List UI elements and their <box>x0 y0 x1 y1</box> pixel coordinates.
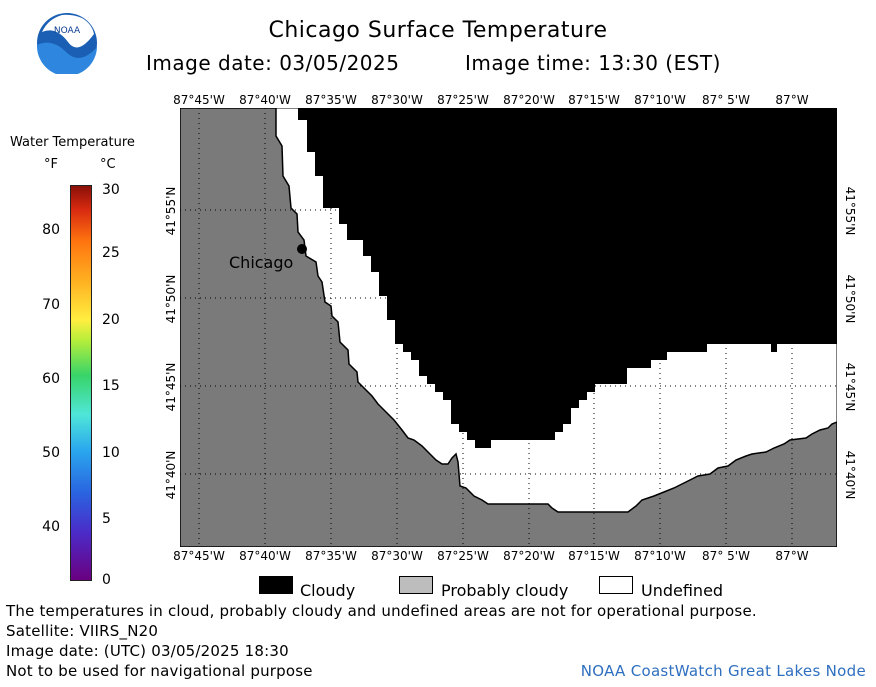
lat-left-40: 41°40'N <box>164 450 178 500</box>
tick-f-40: 40 <box>42 519 60 535</box>
image-date: Image date: 03/05/2025 <box>146 51 400 75</box>
cloud-region <box>298 108 837 448</box>
lon-top-4: 87°30'W <box>371 93 423 107</box>
disclaimer-text: The temperatures in cloud, probably clou… <box>6 602 757 620</box>
grid-lines <box>180 108 837 547</box>
legend-cloudy-label: Cloudy <box>300 581 356 600</box>
sst-map <box>180 108 837 547</box>
image-time: Image time: 13:30 (EST) <box>465 51 721 75</box>
noaa-logo: NOAA <box>36 12 98 77</box>
lon-top-10: 87°W <box>775 93 809 107</box>
tick-f-50: 50 <box>42 445 60 461</box>
lon-top-1: 87°45'W <box>173 93 225 107</box>
temperature-colorbar <box>70 185 92 581</box>
lat-right-45: 41°45'N <box>843 362 857 412</box>
utc-date-text: Image date: (UTC) 03/05/2025 18:30 <box>6 642 289 660</box>
lat-left-45: 41°45'N <box>164 362 178 412</box>
legend-undefined-swatch <box>599 576 633 594</box>
tick-c-0: 0 <box>102 572 111 588</box>
tick-c-15: 15 <box>102 378 120 394</box>
tick-c-5: 5 <box>102 511 111 527</box>
lon-bottom-6: 87°20'W <box>503 549 555 563</box>
lon-bottom-7: 87°15'W <box>568 549 620 563</box>
legend-probably-cloudy-label: Probably cloudy <box>441 581 569 600</box>
lon-top-2: 87°40'W <box>239 93 291 107</box>
city-label: Chicago <box>229 253 294 272</box>
lon-bottom-10: 87°W <box>775 549 809 563</box>
lon-top-7: 87°15'W <box>568 93 620 107</box>
lon-top-9: 87° 5'W <box>702 93 750 107</box>
lat-left-55: 41°55'N <box>164 186 178 236</box>
tick-c-10: 10 <box>102 445 120 461</box>
logo-text: NOAA <box>54 26 81 36</box>
land-region <box>180 108 837 547</box>
legend-cloudy-swatch <box>259 576 293 594</box>
lon-top-6: 87°20'W <box>503 93 555 107</box>
lon-bottom-1: 87°45'W <box>173 549 225 563</box>
tick-f-70: 70 <box>42 297 60 313</box>
lon-bottom-8: 87°10'W <box>634 549 686 563</box>
lat-right-40: 41°40'N <box>843 450 857 500</box>
credit-link[interactable]: NOAA CoastWatch Great Lakes Node <box>580 662 866 680</box>
unit-c: °C <box>100 157 116 172</box>
page-title: Chicago Surface Temperature <box>268 18 608 43</box>
tick-c-30: 30 <box>102 182 120 198</box>
lat-right-55: 41°55'N <box>843 186 857 236</box>
lon-top-5: 87°25'W <box>437 93 489 107</box>
satellite-text: Satellite: VIIRS_N20 <box>6 622 159 640</box>
unit-f: °F <box>44 157 58 172</box>
lat-left-50: 41°50'N <box>164 274 178 324</box>
lon-top-8: 87°10'W <box>634 93 686 107</box>
scale-title: Water Temperature <box>10 135 135 150</box>
tick-f-60: 60 <box>42 371 60 387</box>
lon-top-3: 87°35'W <box>305 93 357 107</box>
legend-undefined-label: Undefined <box>641 581 724 600</box>
legend-probably-cloudy-swatch <box>399 576 433 594</box>
navigation-warning: Not to be used for navigational purpose <box>6 662 313 680</box>
lon-bottom-9: 87° 5'W <box>702 549 750 563</box>
tick-f-80: 80 <box>42 222 60 238</box>
lon-bottom-5: 87°25'W <box>437 549 489 563</box>
lat-right-50: 41°50'N <box>843 274 857 324</box>
tick-c-25: 25 <box>102 245 120 261</box>
tick-c-20: 20 <box>102 312 120 328</box>
chicago-marker <box>297 244 307 254</box>
lon-bottom-2: 87°40'W <box>239 549 291 563</box>
lon-bottom-4: 87°30'W <box>371 549 423 563</box>
lon-bottom-3: 87°35'W <box>305 549 357 563</box>
